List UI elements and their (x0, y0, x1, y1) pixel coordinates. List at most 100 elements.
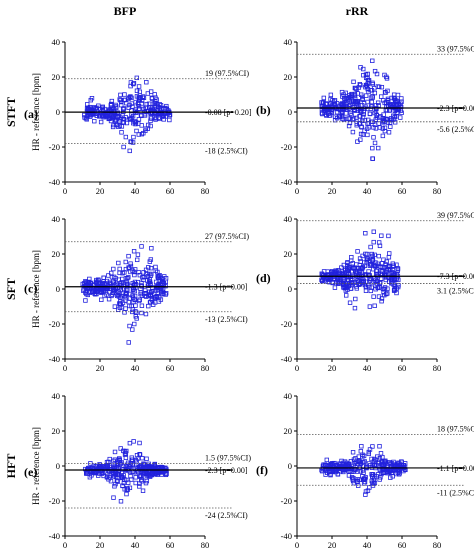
y-tick-label: -20 (49, 142, 60, 152)
data-point (140, 488, 146, 493)
data-point (381, 112, 386, 117)
data-point (160, 277, 165, 283)
data-point (126, 340, 131, 345)
data-point (337, 280, 342, 286)
data-point (132, 272, 137, 278)
data-point (377, 243, 383, 249)
data-point (122, 449, 128, 454)
x-tick-label: 0 (63, 186, 67, 196)
data-point (119, 130, 124, 135)
data-point (395, 106, 400, 112)
data-point (128, 261, 133, 266)
data-point (127, 323, 132, 329)
data-point (117, 270, 122, 276)
data-point (143, 105, 149, 111)
y-tick-label: 20 (52, 249, 61, 259)
data-point (352, 96, 358, 101)
data-point (377, 477, 382, 482)
data-point (123, 463, 129, 469)
data-point (319, 278, 325, 284)
data-point (137, 272, 143, 278)
data-point (357, 459, 362, 464)
data-point (140, 455, 145, 461)
data-point (361, 112, 366, 117)
data-point (151, 110, 157, 116)
data-point (150, 302, 156, 307)
data-point (118, 281, 123, 286)
data-point (121, 144, 126, 150)
data-point (134, 88, 140, 93)
data-point (130, 140, 136, 145)
data-point (83, 290, 88, 295)
y-tick-label: -40 (49, 354, 60, 364)
data-point (163, 468, 168, 474)
data-point (148, 281, 153, 286)
panel-f: -40 -20 0 20 40 0 20 40 60 80 18 (97.5%CI) -1.1 [p=… (256, 391, 474, 550)
data-point (356, 483, 361, 488)
x-tick-label: 20 (96, 363, 105, 373)
data-point (370, 58, 375, 63)
data-point (371, 135, 376, 140)
data-point (131, 249, 137, 254)
data-point (147, 279, 152, 284)
panels: -40 -20 0 20 40 0 20 40 60 80 19 (97.5%CI) -0.08 [p… (24, 37, 474, 550)
data-point (392, 288, 397, 293)
data-point (141, 462, 147, 467)
data-point (339, 265, 344, 270)
data-point (375, 100, 381, 105)
data-point (130, 295, 136, 300)
data-point (358, 65, 363, 70)
data-point (381, 117, 387, 123)
data-point (367, 447, 373, 452)
y-tick-label: 40 (52, 37, 61, 47)
x-tick-label: 60 (398, 540, 407, 550)
data-point (395, 284, 401, 290)
data-point (148, 299, 153, 305)
y-tick-label: 40 (284, 391, 293, 401)
data-point (118, 294, 124, 299)
data-point (339, 102, 344, 107)
x-tick-label: 80 (201, 363, 210, 373)
data-point (141, 270, 146, 275)
data-point (370, 94, 375, 99)
data-point (148, 290, 154, 295)
x-tick-label: 0 (63, 363, 67, 373)
data-point (348, 258, 354, 263)
data-point (369, 263, 374, 268)
data-point (149, 289, 155, 294)
data-point (104, 114, 109, 120)
data-point (140, 275, 145, 280)
data-point (366, 269, 371, 274)
panel-label: (a) (24, 107, 38, 121)
row-title-stft: STFT (4, 97, 18, 127)
mean-label: -7.3 [p=0.00] (437, 272, 474, 281)
data-point (148, 123, 153, 129)
data-point (143, 471, 148, 477)
mean-label: -0.08 [p=0.20] (205, 108, 252, 117)
data-point (148, 464, 153, 469)
x-tick-label: 80 (433, 186, 442, 196)
data-point (374, 106, 379, 112)
data-point (385, 291, 390, 296)
data-point (391, 92, 397, 97)
data-point (147, 300, 153, 305)
data-point (370, 444, 375, 449)
data-point (382, 90, 388, 95)
x-tick-label: 20 (328, 363, 337, 373)
data-point (375, 472, 381, 477)
data-point (357, 256, 363, 261)
data-point (133, 303, 138, 308)
data-point (361, 453, 367, 459)
data-point (109, 293, 114, 299)
upper-ci-label: 33 (97.5%CI) (437, 44, 474, 53)
data-point (363, 231, 368, 236)
data-point (131, 81, 137, 86)
data-point (322, 108, 327, 113)
data-point (149, 116, 154, 121)
data-point (373, 126, 379, 131)
scatter-points (319, 58, 404, 161)
data-point (332, 285, 338, 290)
data-point (120, 107, 126, 112)
data-point (376, 145, 381, 151)
